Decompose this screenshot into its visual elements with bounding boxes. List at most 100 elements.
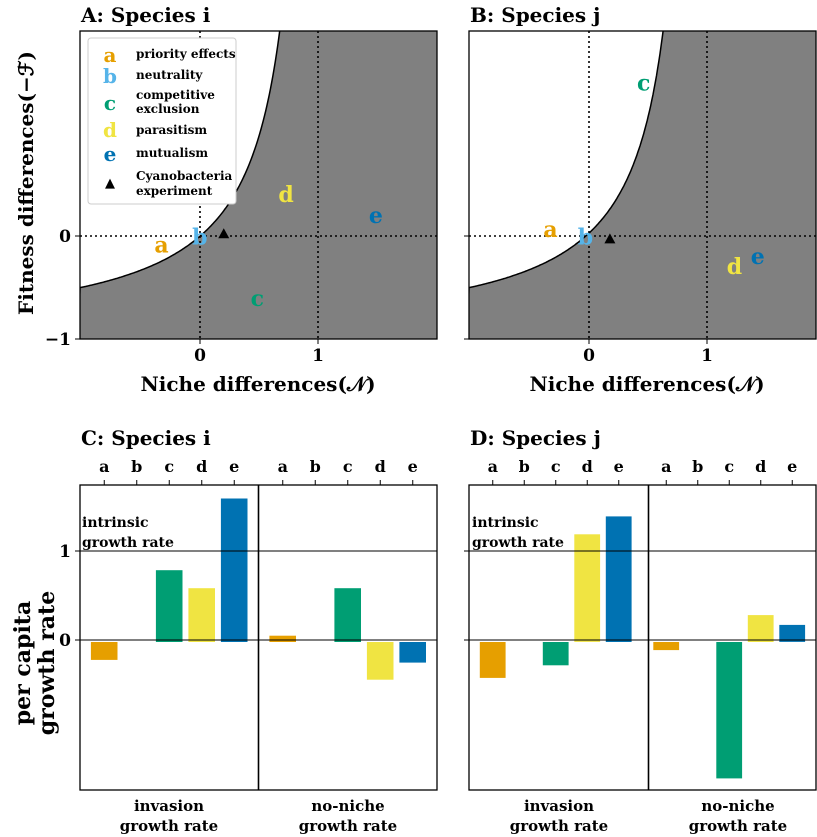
panel-d-group1-bar-e [605, 516, 632, 642]
panel-c-group2-label-2: growth rate [299, 817, 397, 835]
legend-text-parasitism: parasitism [136, 123, 207, 137]
panel-a-ylabel: Fitness differences(−ℱ) [14, 51, 38, 315]
legend-text-mutualism: mutualism [136, 146, 208, 160]
panel-b-xlabel: Niche differences(𝒩) [529, 372, 764, 396]
legend-triangle-icon: ▲ [105, 176, 115, 191]
panel-c-group1-bar-d [188, 588, 215, 642]
legend-key-c: c [104, 91, 116, 115]
panel-c-intrinsic-label-1: intrinsic [82, 515, 149, 531]
panel-c-group1-category-e: e [229, 457, 239, 476]
panel-d-group1-bar-d [574, 534, 601, 642]
legend-box [87, 37, 237, 205]
panel-b-point-a: a [543, 217, 557, 243]
panel-a-point-b: b [192, 224, 207, 250]
panel-d-group1-label-2: growth rate [510, 817, 608, 835]
panel-a-point-c: c [251, 286, 264, 312]
panel-c-group1-label-1: invasion [134, 797, 204, 815]
panel-a-frame [79, 30, 438, 340]
legend-text-neutrality: neutrality [136, 68, 203, 82]
panel-d-intrinsic-label-2: growth rate [472, 535, 564, 551]
panel-d-group2-category-e: e [787, 457, 797, 476]
panel-d-title: D: Species j [470, 426, 601, 450]
panel-d-group1-category-e: e [614, 457, 624, 476]
panel-d-group1-category-b: b [519, 457, 530, 476]
panel-c-group1-bar-e [220, 498, 248, 642]
panel-d-group1-label-1: invasion [524, 797, 594, 815]
panel-c-group2-category-d: d [375, 457, 386, 476]
panel-b-point-d: d [727, 254, 742, 280]
panel-c-group1-label-2: growth rate [120, 817, 218, 835]
panel-b: B: Species j a b c d e 0 1 Niche differences… [464, 3, 817, 396]
panel-d-group2-label-1: no-niche [701, 797, 774, 815]
panel-c-frame [79, 484, 438, 791]
panel-c-group1-category-d: d [196, 457, 207, 476]
panel-d-intrinsic-label-1: intrinsic [472, 515, 539, 531]
panel-b-point-e: e [751, 244, 765, 270]
panel-b-title: B: Species j [470, 3, 600, 27]
panel-d-group2-bar-e [779, 624, 806, 642]
panel-c-group1-category-c: c [164, 457, 174, 476]
panel-b-point-b: b [578, 224, 593, 250]
panel-b-coexistence-region [469, 31, 816, 339]
panel-d-group2-category-c: c [724, 457, 734, 476]
panel-c-group2-bar-d [366, 642, 394, 680]
panel-d-group2-bar-a [653, 642, 680, 651]
panel-c-group2-category-e: e [408, 457, 418, 476]
panel-d-group2-category-a: a [661, 457, 671, 476]
panel-b-cyanobacteria-marker [604, 233, 616, 244]
panel-c-group2-bar-a [269, 635, 296, 642]
panel-d-group2-label-2: growth rate [689, 817, 787, 835]
legend-text-cyanobacteria: Cyanobacteria [136, 169, 233, 183]
panel-a-point-a: a [154, 233, 168, 259]
panel-b-point-c: c [637, 70, 650, 96]
panel-c-group1-bar-a [90, 642, 118, 660]
legend-key-a: a [104, 43, 117, 67]
panel-c-group2-category-b: b [310, 457, 321, 476]
panel-c-group2-bar-c [334, 588, 361, 642]
panel-b-xtick-label-1: 1 [701, 346, 713, 366]
legend: a priority effects b neutrality c compet… [87, 37, 237, 205]
panel-c-ylabel-line1: per capita [10, 601, 36, 725]
panel-c-intrinsic-label-2: growth rate [82, 535, 174, 551]
panel-c-group1-category-a: a [99, 457, 109, 476]
panel-d-group2-category-d: d [755, 457, 766, 476]
panel-c-title: C: Species i [81, 426, 211, 450]
panel-a-xtick-label-1: 1 [312, 346, 324, 366]
panel-c-group2-bar-e [399, 642, 426, 663]
panel-d-group1-category-d: d [582, 457, 593, 476]
panel-a-ytick-label-0: 0 [59, 227, 71, 247]
panel-d-group1-bar-c [542, 642, 569, 666]
panel-a-xlabel: Niche differences(𝒩) [140, 372, 375, 396]
panel-b-frame [468, 30, 817, 340]
panel-a-cyanobacteria-marker [218, 228, 230, 239]
panel-a-point-d: d [278, 182, 293, 208]
panel-c-group2-category-c: c [343, 457, 353, 476]
panel-a-xtick-label-0: 0 [194, 346, 206, 366]
panel-d-group2-category-b: b [692, 457, 703, 476]
legend-key-d: d [103, 118, 117, 142]
panel-c-group2-category-a: a [278, 457, 288, 476]
panel-c-group1-category-b: b [131, 457, 142, 476]
panel-d-group1-category-c: c [551, 457, 561, 476]
panel-c-ytick-label-1: 1 [59, 542, 71, 562]
panel-d: D: Species j intrinsic growth rate invas… [464, 426, 817, 835]
legend-text-competitive: competitive [136, 88, 215, 102]
panel-a-coexistence-region [80, 31, 437, 339]
panel-a-title: A: Species i [80, 3, 211, 27]
legend-text-exclusion: exclusion [136, 102, 200, 116]
legend-text-priority-effects: priority effects [136, 47, 236, 61]
panel-b-xtick-label-0: 0 [583, 346, 595, 366]
panel-c-group1-bar-c [155, 570, 183, 642]
panel-d-group1-bar-a [479, 642, 506, 678]
panel-d-group2-bar-d [747, 615, 774, 642]
legend-key-e: e [104, 142, 117, 166]
panel-d-group1-category-a: a [488, 457, 498, 476]
legend-key-b: b [103, 64, 117, 88]
panel-c-group2-label-1: no-niche [311, 797, 384, 815]
panel-a-ytick-label-minus1: −1 [45, 330, 71, 350]
legend-text-experiment: experiment [136, 184, 213, 198]
panel-d-frame [468, 484, 817, 791]
panel-a-point-e: e [369, 203, 383, 229]
panel-c-ytick-label-0: 0 [59, 631, 71, 651]
